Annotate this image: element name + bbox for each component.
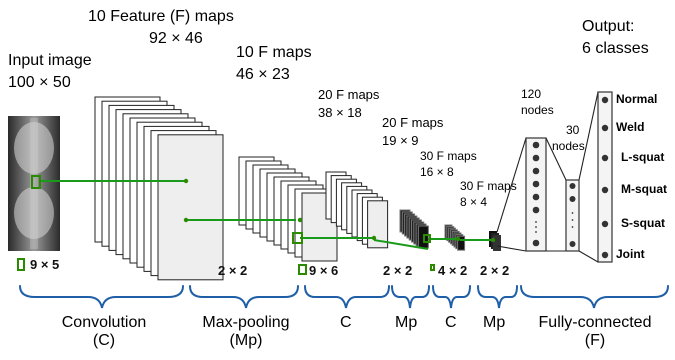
kernel-markers <box>31 175 431 244</box>
group-label-mp-1: Mp <box>395 314 418 331</box>
pool1-feature-map-stack <box>238 156 338 262</box>
group-label-convolution: Convolution (C) <box>44 314 164 349</box>
group-label-max-pooling: Max-pooling (Mp) <box>186 314 306 349</box>
group-label-fully-connected: Fully-connected (F) <box>525 314 665 349</box>
kernel-label-conv1: 9 × 5 <box>30 257 60 272</box>
pool2-size: 19 × 9 <box>382 133 419 148</box>
group-label-fully-connected-line2: (F) <box>584 331 606 349</box>
fc2-node-count: 30 <box>566 123 580 137</box>
fc-layer2-column <box>565 179 580 252</box>
input-image <box>8 116 60 251</box>
pool3-size: 8 × 4 <box>460 195 488 209</box>
class-label-s-squat: S-squat <box>621 216 666 230</box>
fc1-node-unit: nodes <box>521 103 554 117</box>
connector-lines <box>39 180 493 250</box>
output-title: Output: <box>582 18 635 35</box>
class-label-weld: Weld <box>616 120 645 134</box>
conv3-size: 16 × 8 <box>420 165 454 179</box>
group-braces <box>19 285 669 309</box>
group-label-c-1: C <box>340 314 352 331</box>
conv1-title: 10 Feature (F) maps <box>88 8 234 25</box>
group-label-convolution-line2: (C) <box>92 331 116 349</box>
pool3-title: 30 F maps <box>460 179 517 193</box>
feature-map-layer <box>157 134 224 281</box>
group-label-convolution-line1: Convolution <box>61 314 147 331</box>
pool1-size: 46 × 23 <box>236 66 290 83</box>
input-image-size: 100 × 50 <box>8 74 71 91</box>
group-label-c-2: C <box>445 314 457 331</box>
feature-map-layer <box>367 200 389 249</box>
group-label-max-pooling-line1: Max-pooling <box>202 314 290 331</box>
fc-layer1-column <box>525 137 547 252</box>
conv2-feature-map-stack <box>325 171 389 249</box>
pool1-title: 10 F maps <box>236 44 312 61</box>
conv3-title: 30 F maps <box>420 149 477 163</box>
fc2-node-unit: nodes <box>552 139 585 153</box>
kernel-legend-squares <box>17 258 435 275</box>
class-label-joint: Joint <box>616 247 645 261</box>
kernel-label-pool2: 2 × 2 <box>383 263 413 278</box>
kernel-label-conv2: 9 × 6 <box>309 263 339 278</box>
kernel-label-conv3: 4 × 2 <box>438 263 468 278</box>
group-label-fully-connected-line1: Fully-connected <box>538 314 652 331</box>
fc-fan-lines <box>496 91 599 263</box>
class-label-normal: Normal <box>616 92 658 106</box>
class-label-m-squat: M-squat <box>621 182 667 196</box>
pool2-title: 20 F maps <box>382 115 444 130</box>
conv2-size: 38 × 18 <box>318 105 362 120</box>
conv1-feature-map-stack <box>94 96 224 281</box>
group-label-mp-2: Mp <box>483 314 506 331</box>
class-label-l-squat: L-squat <box>621 150 665 164</box>
conv2-title: 20 F maps <box>318 87 380 102</box>
group-label-max-pooling-line2: (Mp) <box>229 331 263 349</box>
kernel-dots <box>183 178 496 243</box>
feature-map-layer <box>457 235 466 251</box>
output-class-count: 6 classes <box>582 40 649 57</box>
fc1-node-count: 120 <box>521 87 542 101</box>
kernel-label-pool1: 2 × 2 <box>218 263 248 278</box>
input-image-title: Input image <box>8 52 92 69</box>
conv3-feature-map-stack <box>444 224 466 251</box>
conv1-size: 92 × 46 <box>149 30 203 47</box>
kernel-label-pool3: 2 × 2 <box>480 263 510 278</box>
fc-output-column <box>597 91 613 263</box>
